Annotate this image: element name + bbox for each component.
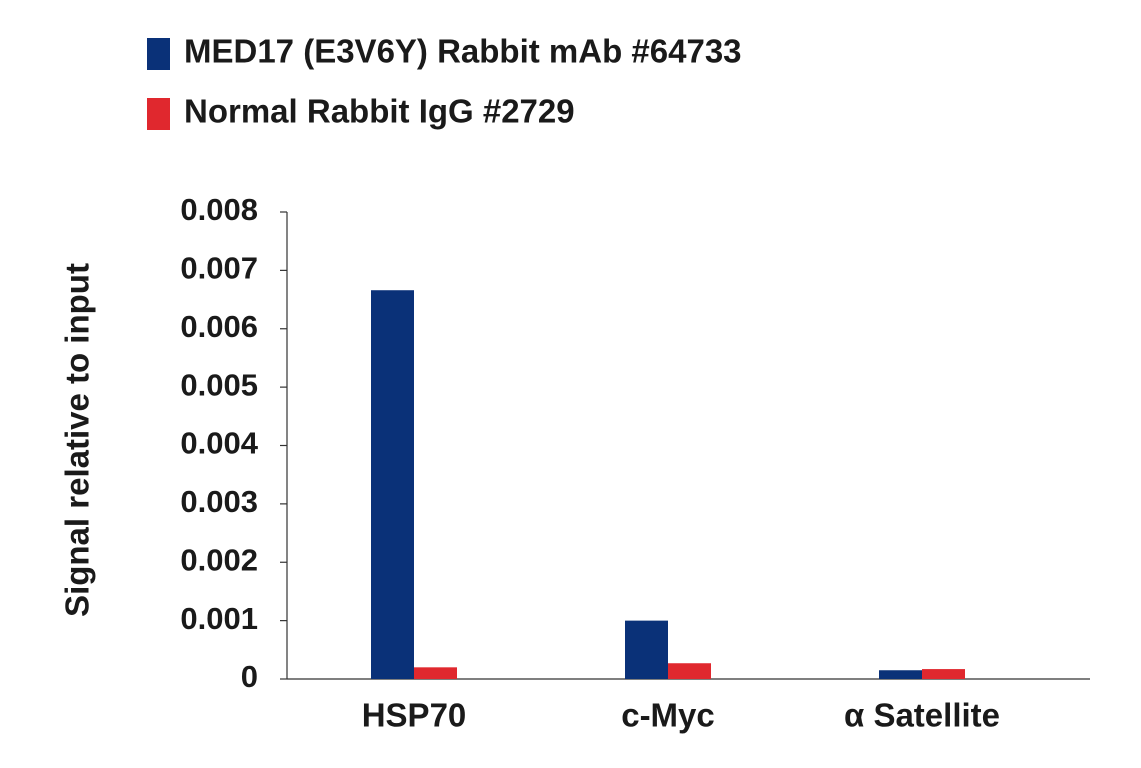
y-tick-label: 0.004: [180, 426, 258, 461]
legend-swatch: [147, 38, 170, 70]
legend-label: Normal Rabbit IgG #2729: [184, 93, 575, 130]
y-tick-label: 0.007: [180, 251, 258, 286]
x-tick-label: HSP70: [362, 697, 467, 734]
y-tick-label: 0.003: [180, 484, 258, 519]
y-tick-label: 0.008: [180, 192, 258, 227]
bar: [668, 663, 711, 679]
bar: [625, 620, 668, 679]
y-axis-title: Signal relative to input: [59, 263, 96, 617]
x-tick-label: c-Myc: [621, 697, 715, 734]
bar: [371, 290, 414, 679]
legend-label: MED17 (E3V6Y) Rabbit mAb #64733: [184, 33, 742, 70]
bar: [414, 667, 457, 679]
y-tick-label: 0.006: [180, 309, 258, 344]
y-tick-label: 0.005: [180, 367, 258, 402]
y-tick-label: 0: [241, 659, 258, 694]
legend-swatch: [147, 98, 170, 130]
bar: [922, 669, 965, 679]
y-tick-label: 0.002: [180, 542, 258, 577]
y-tick-label: 0.001: [180, 601, 258, 636]
bar: [879, 670, 922, 679]
x-tick-label: α Satellite: [844, 697, 1000, 734]
